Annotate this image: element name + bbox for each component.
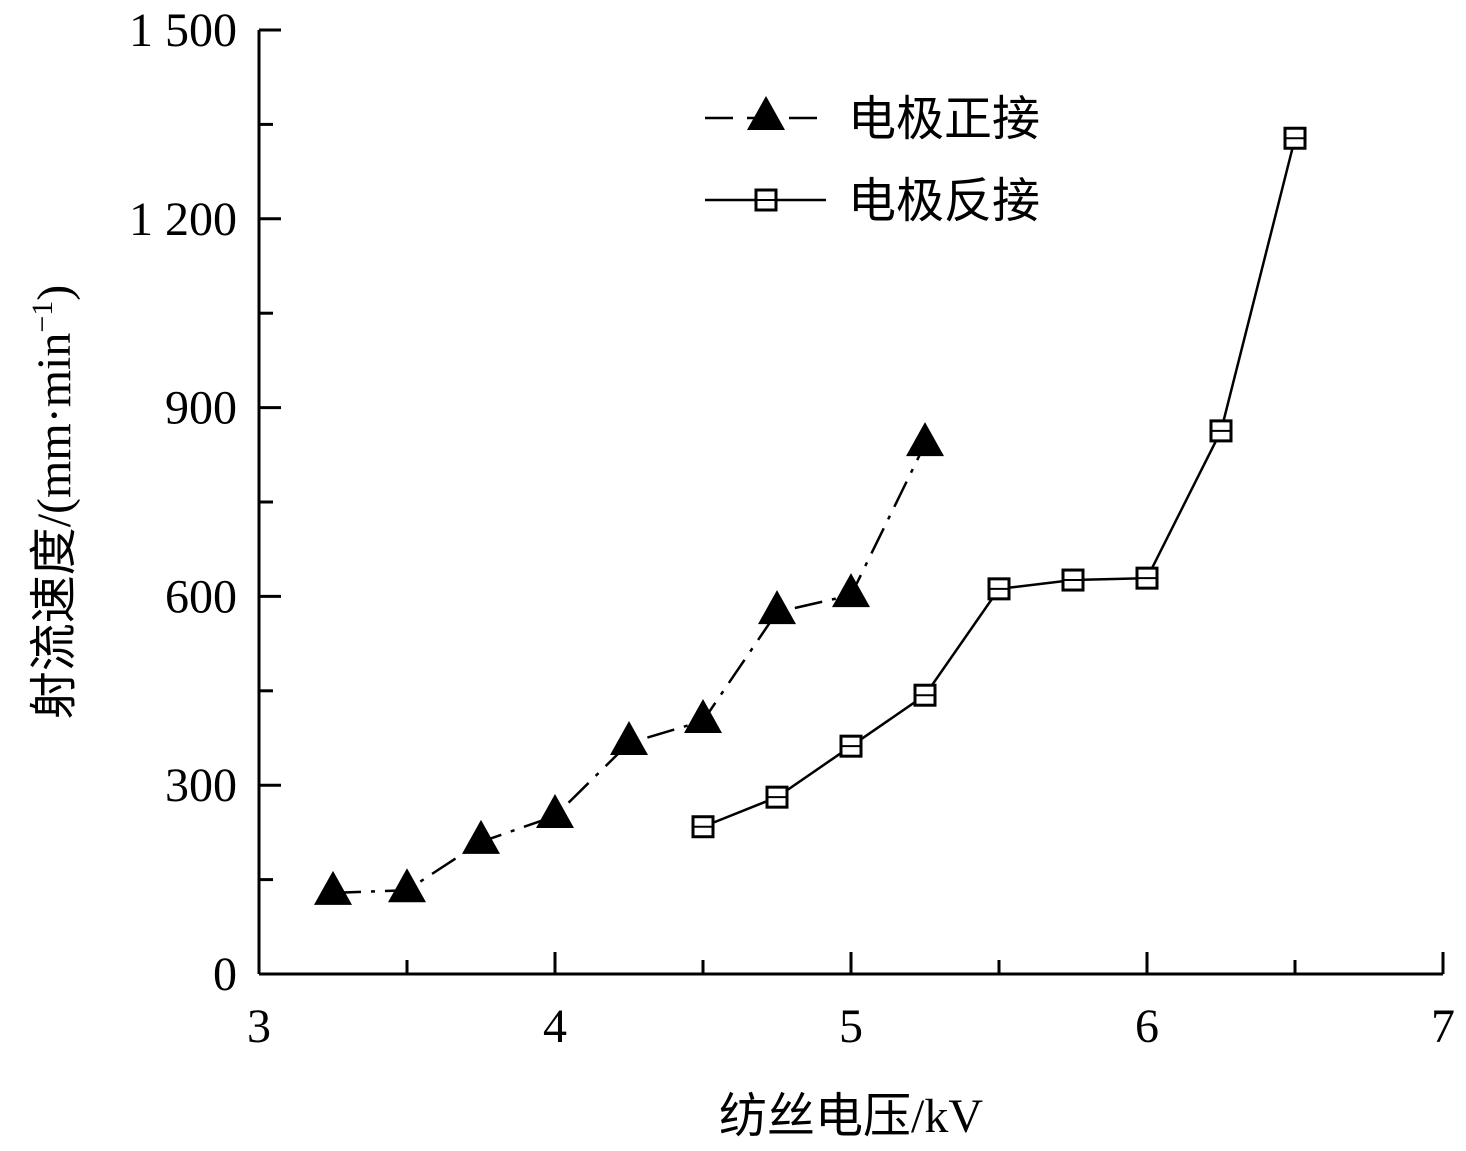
data-point-square (691, 815, 715, 839)
series-line (332, 443, 927, 895)
data-point-square (839, 734, 863, 758)
series-negative (691, 126, 1307, 839)
data-point-triangle (832, 573, 870, 608)
data-point-triangle (684, 699, 722, 734)
data-point-triangle (462, 819, 500, 854)
x-tick-label: 7 (1431, 1000, 1455, 1053)
legend-item: 电极反接 (705, 175, 1040, 228)
y-tick-label: 600 (165, 570, 237, 623)
y-axis-label: 射流速度/(mm·min−1) (26, 285, 81, 720)
x-axis-label: 纺丝电压/kV (719, 1090, 983, 1143)
series-layer (314, 126, 1307, 905)
legend-label: 电极反接 (848, 175, 1040, 228)
legend-label: 电极正接 (848, 93, 1040, 146)
data-point-square (1061, 568, 1085, 592)
axes: 3 4 5 6 7 0 300 600 900 1 200 1 500 (129, 4, 1455, 1053)
series-line (702, 137, 1297, 828)
data-point-triangle (758, 590, 796, 625)
data-point-square (1209, 419, 1233, 443)
data-point-square (913, 683, 937, 707)
legend-triangle-marker (747, 96, 785, 130)
data-point-triangle (906, 422, 944, 457)
data-point-square (765, 785, 789, 809)
series-positive (314, 422, 944, 905)
x-tick-label: 5 (839, 1000, 863, 1053)
y-tick-label: 300 (165, 759, 237, 812)
data-point-triangle (536, 794, 574, 829)
data-point-square (987, 577, 1011, 601)
data-point-square (1135, 566, 1159, 590)
data-point-triangle (388, 868, 426, 903)
data-point-triangle (314, 870, 352, 905)
y-tick-label: 1 200 (129, 193, 237, 246)
legend-square-marker (754, 188, 778, 212)
data-point-triangle (610, 721, 648, 756)
legend-item: 电极正接 (705, 93, 1040, 146)
x-tick-label: 6 (1135, 1000, 1159, 1053)
data-point-square (1283, 126, 1307, 150)
x-tick-label: 4 (543, 1000, 567, 1053)
x-tick-label: 3 (247, 1000, 271, 1053)
y-tick-label: 1 500 (129, 4, 237, 57)
y-tick-label: 0 (213, 948, 237, 1001)
y-tick-label: 900 (165, 382, 237, 435)
